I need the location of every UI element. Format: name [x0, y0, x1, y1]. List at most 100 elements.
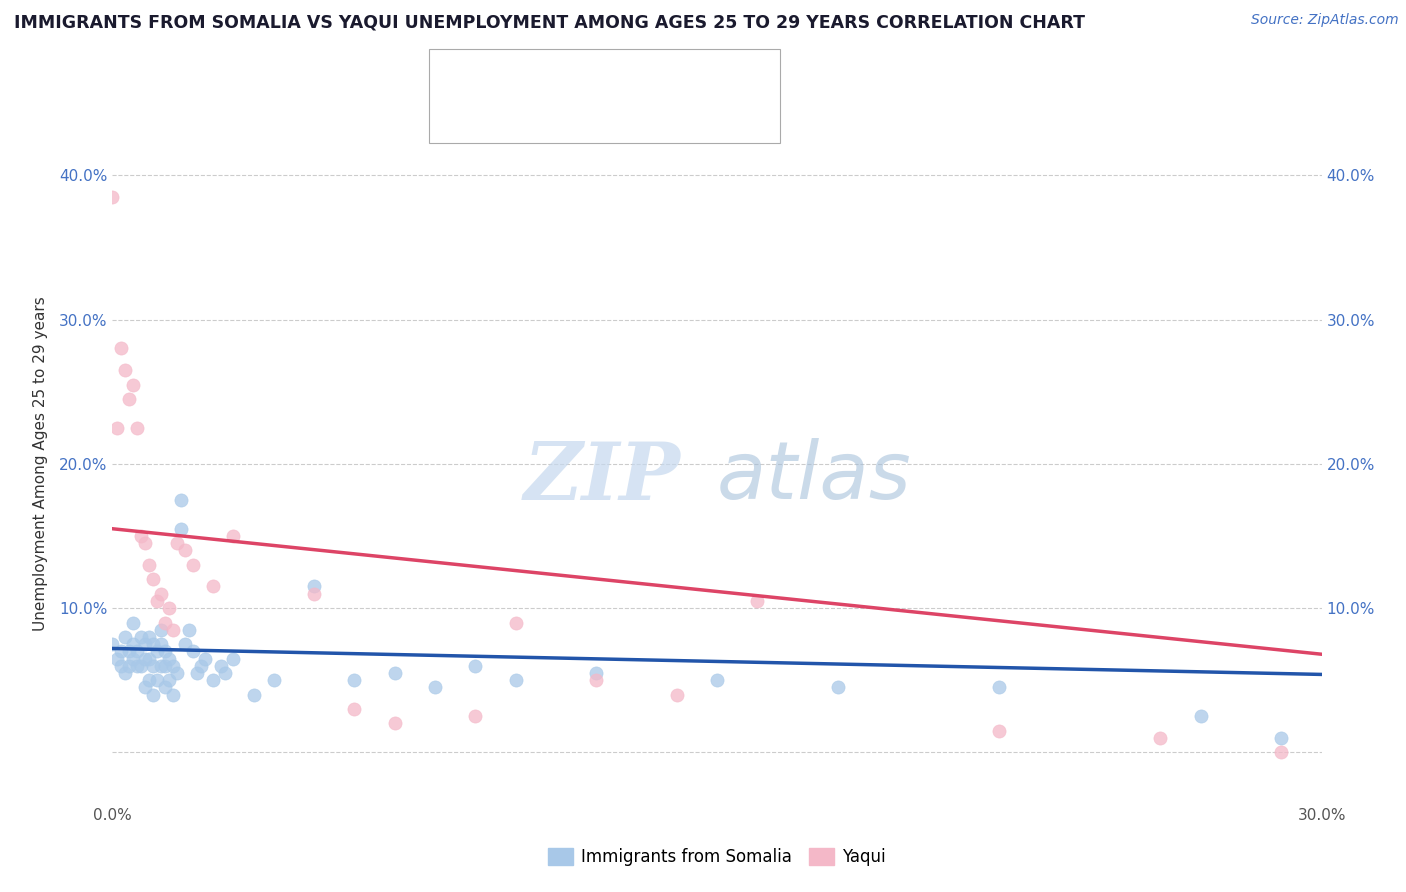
Point: [162, 623, 184, 637]
Point: [162, 658, 184, 673]
Text: ZIP: ZIP: [524, 439, 681, 516]
Point: [177, 623, 200, 637]
Text: -0.077: -0.077: [541, 69, 602, 87]
Point: [827, 681, 849, 695]
Point: [186, 665, 208, 680]
Point: [142, 688, 165, 702]
Point: [117, 658, 139, 673]
Point: [149, 658, 172, 673]
Point: [174, 637, 197, 651]
Point: [153, 681, 176, 695]
Point: [1189, 709, 1212, 723]
Point: [153, 615, 176, 630]
Point: [125, 644, 148, 658]
Text: N =: N =: [643, 107, 679, 125]
Point: [1270, 731, 1292, 745]
Point: [209, 658, 232, 673]
Point: [142, 637, 165, 651]
Point: [464, 709, 486, 723]
Point: [157, 601, 180, 615]
Point: [110, 658, 132, 673]
Point: [117, 392, 139, 406]
Point: [166, 665, 188, 680]
Point: [464, 658, 486, 673]
Point: [129, 630, 152, 644]
Point: [384, 716, 406, 731]
Text: R =: R =: [498, 107, 533, 125]
Point: [343, 673, 366, 688]
Point: [134, 651, 156, 665]
Point: [134, 637, 156, 651]
Point: [214, 665, 236, 680]
Point: [125, 658, 148, 673]
Point: [142, 658, 165, 673]
Text: Source: ZipAtlas.com: Source: ZipAtlas.com: [1251, 13, 1399, 28]
Bar: [453, 102, 485, 131]
Point: [174, 543, 197, 558]
Point: [665, 688, 688, 702]
Point: [138, 558, 160, 572]
Text: 32: 32: [681, 107, 703, 125]
Point: [149, 637, 172, 651]
Point: [153, 658, 176, 673]
Point: [149, 587, 172, 601]
Point: [134, 536, 156, 550]
Point: [129, 529, 152, 543]
Point: [988, 723, 1011, 738]
Text: N =: N =: [643, 69, 679, 87]
Point: [149, 623, 172, 637]
Point: [146, 594, 169, 608]
Point: [157, 673, 180, 688]
Point: [706, 673, 728, 688]
Point: [138, 630, 160, 644]
Bar: [453, 62, 485, 92]
Point: [343, 702, 366, 716]
Point: [146, 673, 169, 688]
Point: [121, 637, 143, 651]
Point: [1149, 731, 1171, 745]
Point: [105, 651, 128, 665]
Point: [114, 630, 136, 644]
Point: [302, 579, 325, 593]
Point: [162, 688, 184, 702]
Point: [585, 673, 607, 688]
Point: [101, 190, 124, 204]
Point: [505, 673, 527, 688]
Point: [202, 673, 225, 688]
Point: [423, 681, 446, 695]
Point: [146, 644, 169, 658]
Point: [125, 421, 148, 435]
Point: [121, 377, 143, 392]
Legend: Immigrants from Somalia, Yaqui: Immigrants from Somalia, Yaqui: [541, 841, 893, 872]
Text: R =: R =: [498, 69, 533, 87]
Point: [222, 529, 245, 543]
Point: [181, 644, 204, 658]
Point: [384, 665, 406, 680]
Text: 63: 63: [681, 69, 703, 87]
Point: [263, 673, 285, 688]
Y-axis label: Unemployment Among Ages 25 to 29 years: Unemployment Among Ages 25 to 29 years: [32, 296, 48, 632]
Point: [138, 673, 160, 688]
Point: [505, 615, 527, 630]
Text: atlas: atlas: [717, 438, 912, 516]
Text: -0.130: -0.130: [541, 107, 600, 125]
Point: [117, 644, 139, 658]
Text: IMMIGRANTS FROM SOMALIA VS YAQUI UNEMPLOYMENT AMONG AGES 25 TO 29 YEARS CORRELAT: IMMIGRANTS FROM SOMALIA VS YAQUI UNEMPLO…: [14, 13, 1085, 31]
Point: [166, 536, 188, 550]
Point: [110, 342, 132, 356]
Point: [114, 665, 136, 680]
Point: [138, 651, 160, 665]
Point: [153, 644, 176, 658]
Point: [170, 492, 193, 507]
Point: [105, 421, 128, 435]
Point: [114, 363, 136, 377]
Point: [129, 658, 152, 673]
Point: [121, 651, 143, 665]
Point: [988, 681, 1011, 695]
Point: [101, 637, 124, 651]
Point: [302, 587, 325, 601]
Point: [194, 651, 217, 665]
Point: [222, 651, 245, 665]
Point: [1270, 745, 1292, 759]
Point: [747, 594, 769, 608]
